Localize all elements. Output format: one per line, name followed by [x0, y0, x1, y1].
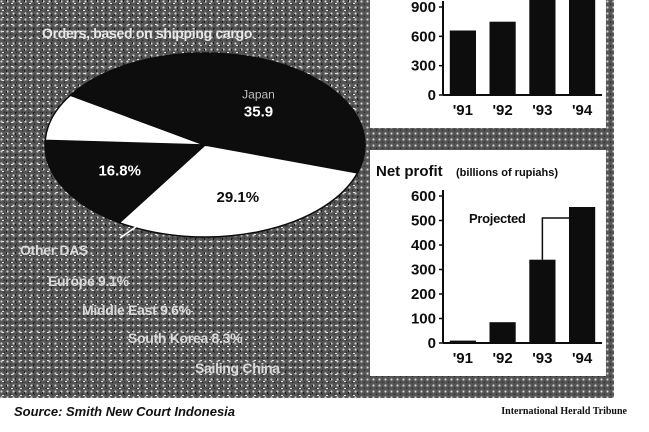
- bar-panel-bottom: [370, 150, 606, 376]
- x-tick-label: '93: [532, 102, 552, 119]
- y-tick-label: 200: [411, 286, 436, 303]
- bar: [489, 322, 516, 343]
- chart-subtitle: (billions of rupiahs): [456, 167, 558, 179]
- pie-slice-value: 29.1%: [217, 189, 260, 206]
- x-tick-label: '91: [453, 102, 473, 119]
- publisher-credit: International Herald Tribune: [501, 406, 627, 417]
- bar: [449, 340, 476, 343]
- y-tick-label: 100: [411, 311, 436, 328]
- x-tick-label: '93: [532, 350, 552, 367]
- y-tick-label: 600: [411, 28, 436, 45]
- bar: [569, 0, 596, 96]
- pie-title: Orders, based on shipping cargo: [42, 25, 252, 41]
- y-tick-label: 400: [411, 237, 436, 254]
- y-tick-label: 0: [428, 335, 436, 352]
- projected-bracket: [541, 207, 583, 260]
- bar: [449, 30, 476, 95]
- pie-legend-label: Sailing China: [195, 360, 280, 376]
- pie-slice: [144, 52, 366, 174]
- pie-slice-value: 35.9: [244, 104, 273, 121]
- source-note: Source: Smith New Court Indonesia: [14, 404, 236, 419]
- pie-slice: [68, 58, 207, 147]
- y-tick-label: 900: [411, 0, 436, 16]
- bar-chart-net-profit: 0 100 200 300 400 500 600 '91 '92 '93 '94 Net profi…: [376, 163, 602, 367]
- bar: [529, 259, 556, 343]
- bar: [489, 21, 516, 96]
- y-tick-label: 0: [428, 87, 436, 104]
- x-tick-label: '91: [453, 350, 473, 367]
- bar: [569, 207, 596, 343]
- x-tick-label: '92: [492, 102, 512, 119]
- y-tick-label: 600: [411, 188, 436, 205]
- pie-legend-label: Middle East 9.6%: [82, 302, 192, 318]
- pie-chart: Orders, based on shipping cargo Japan 35.9…: [20, 25, 366, 376]
- x-tick-label: '94: [572, 102, 593, 119]
- chart-title: Net profit: [376, 163, 443, 180]
- bar: [529, 0, 556, 96]
- projected-annotation: Projected: [469, 211, 526, 226]
- y-tick-label: 300: [411, 262, 436, 279]
- pie-slice-label: Japan: [242, 88, 275, 102]
- bar-chart-top: 0 300 600 900 '91 '92 '93 '94: [411, 0, 602, 119]
- bar-panel-top: [370, 0, 606, 128]
- x-tick-label: '94: [572, 350, 593, 367]
- pie-legend-label: Europe 9.1%: [48, 273, 130, 289]
- y-tick-label: 300: [411, 58, 436, 75]
- pie-legend-label: South Korea 8.3%: [128, 330, 243, 346]
- pie-legend-label: Other DAS: [20, 242, 88, 258]
- pie-slice: [44, 139, 207, 224]
- y-tick-label: 500: [411, 213, 436, 230]
- pie-slice-value: 16.8%: [98, 162, 141, 179]
- pie-leader-line: [119, 209, 161, 239]
- x-tick-label: '92: [492, 350, 512, 367]
- pie-slice: [117, 144, 359, 238]
